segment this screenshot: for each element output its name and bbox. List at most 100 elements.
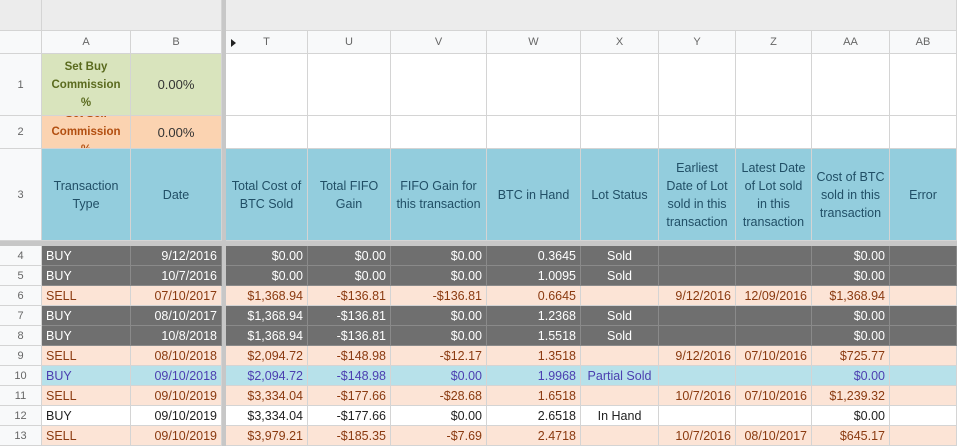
table-cell[interactable]: SELL [42,286,131,306]
table-cell[interactable]: 0.3645 [487,246,581,266]
header-4[interactable]: Total FIFO Gain [308,149,391,241]
table-cell[interactable]: SELL [42,346,131,366]
table-cell[interactable] [581,386,659,406]
table-cell[interactable]: -$136.81 [308,306,391,326]
table-cell[interactable]: $0.00 [812,406,890,426]
vertical-freeze-bar[interactable] [222,0,226,446]
table-cell[interactable] [581,346,659,366]
table-cell[interactable]: $2,094.72 [226,366,308,386]
row-header-11[interactable]: 11 [0,386,42,406]
table-cell[interactable]: 1.9968 [487,366,581,386]
column-header-v[interactable]: V [391,31,487,54]
row-header-1[interactable]: 1 [0,54,42,116]
table-cell[interactable] [890,426,957,446]
table-cell[interactable] [659,366,736,386]
table-cell[interactable]: 1.3518 [487,346,581,366]
table-cell[interactable]: 07/10/2016 [736,386,812,406]
table-cell[interactable]: 2.6518 [487,406,581,426]
table-cell[interactable]: Sold [581,266,659,286]
column-header-z[interactable]: Z [736,31,812,54]
table-cell[interactable] [736,326,812,346]
select-all-corner[interactable] [0,31,42,54]
table-cell[interactable]: Sold [581,326,659,346]
table-cell[interactable]: $0.00 [812,306,890,326]
table-cell[interactable]: -$185.35 [308,426,391,446]
header-1[interactable]: Transaction Type [42,149,131,241]
cell-empty[interactable] [487,116,581,149]
table-cell[interactable]: $0.00 [391,246,487,266]
column-header-u[interactable]: U [308,31,391,54]
buy-commission-value[interactable]: 0.00% [131,54,222,116]
table-cell[interactable]: $0.00 [391,266,487,286]
table-cell[interactable]: 2.4718 [487,426,581,446]
cell-empty[interactable] [581,116,659,149]
table-cell[interactable]: $0.00 [391,406,487,426]
column-header-y[interactable]: Y [659,31,736,54]
table-cell[interactable]: $725.77 [812,346,890,366]
table-cell[interactable]: SELL [42,426,131,446]
cell-empty[interactable] [812,116,890,149]
header-11[interactable]: Error [890,149,957,241]
table-cell[interactable]: 1.5518 [487,326,581,346]
table-cell[interactable]: 10/7/2016 [659,386,736,406]
table-cell[interactable]: BUY [42,326,131,346]
table-cell[interactable]: 1.2368 [487,306,581,326]
table-cell[interactable]: $1,368.94 [812,286,890,306]
table-cell[interactable]: -$136.81 [391,286,487,306]
row-header-4[interactable]: 4 [0,246,42,266]
column-header-ab[interactable]: AB [890,31,957,54]
table-cell[interactable]: -$177.66 [308,386,391,406]
row-header-5[interactable]: 5 [0,266,42,286]
column-header-aa[interactable]: AA [812,31,890,54]
row-header-2[interactable]: 2 [0,116,42,149]
table-cell[interactable] [659,326,736,346]
table-cell[interactable]: $0.00 [391,366,487,386]
table-cell[interactable]: 07/10/2016 [736,346,812,366]
header-6[interactable]: BTC in Hand [487,149,581,241]
table-cell[interactable]: $1,239.32 [812,386,890,406]
table-cell[interactable]: $0.00 [226,246,308,266]
cell-empty[interactable] [226,54,308,116]
table-cell[interactable] [736,306,812,326]
table-cell[interactable]: BUY [42,246,131,266]
table-cell[interactable]: 9/12/2016 [131,246,222,266]
table-cell[interactable]: Sold [581,306,659,326]
horizontal-freeze-bar[interactable] [0,241,957,246]
row-header-8[interactable]: 8 [0,326,42,346]
row-header-10[interactable]: 10 [0,366,42,386]
table-cell[interactable]: $0.00 [812,246,890,266]
cell-empty[interactable] [890,116,957,149]
table-cell[interactable]: 1.6518 [487,386,581,406]
cell-empty[interactable] [812,54,890,116]
table-cell[interactable]: $0.00 [308,266,391,286]
table-cell[interactable]: $0.00 [812,266,890,286]
table-cell[interactable]: 09/10/2019 [131,426,222,446]
table-cell[interactable] [890,286,957,306]
table-cell[interactable] [581,426,659,446]
column-header-b[interactable]: B [131,31,222,54]
cell-empty[interactable] [659,116,736,149]
table-cell[interactable]: -$136.81 [308,286,391,306]
table-cell[interactable]: -$148.98 [308,346,391,366]
row-header-3[interactable]: 3 [0,149,42,241]
cell-empty[interactable] [308,116,391,149]
table-cell[interactable] [890,266,957,286]
header-3[interactable]: Total Cost of BTC Sold [226,149,308,241]
cell-empty[interactable] [487,54,581,116]
table-cell[interactable]: $3,334.04 [226,406,308,426]
table-cell[interactable]: -$136.81 [308,326,391,346]
cell-empty[interactable] [581,54,659,116]
table-cell[interactable]: -$12.17 [391,346,487,366]
table-cell[interactable]: 08/10/2017 [736,426,812,446]
column-header-a[interactable]: A [42,31,131,54]
table-cell[interactable]: $1,368.94 [226,306,308,326]
header-8[interactable]: Earliest Date of Lot sold in this transa… [659,149,736,241]
column-header-w[interactable]: W [487,31,581,54]
table-cell[interactable]: -$28.68 [391,386,487,406]
table-cell[interactable]: 07/10/2017 [131,286,222,306]
cell-empty[interactable] [736,54,812,116]
table-cell[interactable]: $2,094.72 [226,346,308,366]
table-cell[interactable] [659,266,736,286]
header-2[interactable]: Date [131,149,222,241]
table-cell[interactable]: $3,334.04 [226,386,308,406]
